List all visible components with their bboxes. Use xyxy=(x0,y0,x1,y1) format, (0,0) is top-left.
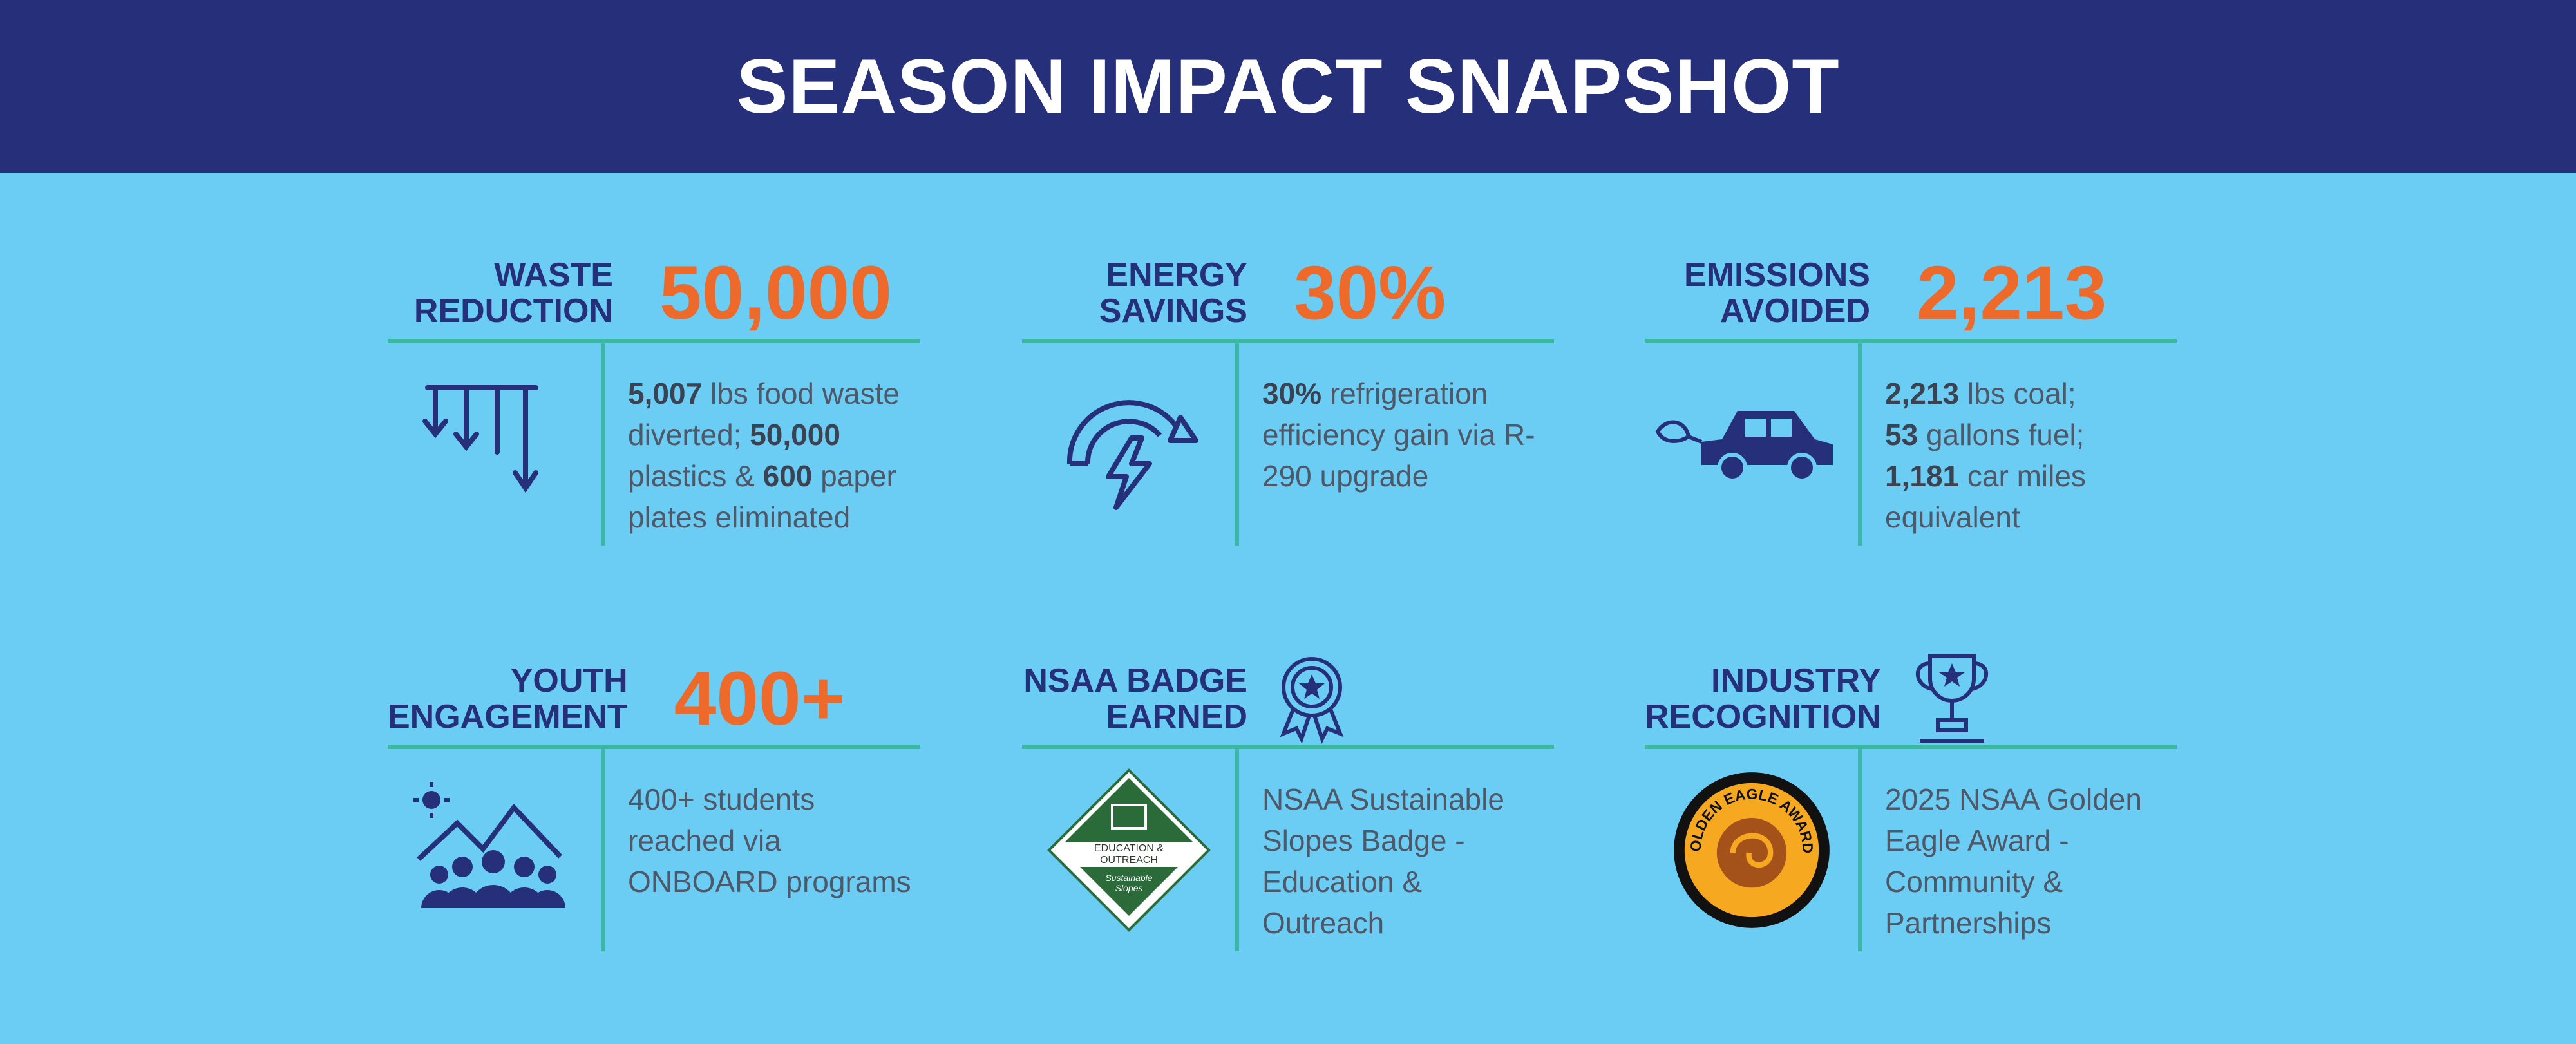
description-text: paper plates eliminated xyxy=(628,459,896,534)
page-title: SEASON IMPACT SNAPSHOT xyxy=(736,43,1840,129)
description-text: plastics & xyxy=(628,459,763,493)
label-line: EARNED xyxy=(1106,698,1247,736)
description-text: 2025 NSAA Golden Eagle Award - Community… xyxy=(1885,783,2142,940)
description-text: car miles equivalent xyxy=(1885,459,2086,534)
badge-line: EDUCATION & xyxy=(1094,843,1163,854)
golden-eagle-badge: GOLDEN EAGLE AWARDS xyxy=(1671,770,1830,928)
badge-line: Slopes xyxy=(1115,883,1142,893)
description-text: 30% xyxy=(1262,377,1322,410)
description-text: 2,213 xyxy=(1885,377,1960,410)
card-header: YOUTH ENGAGEMENT 400+ xyxy=(388,652,920,749)
card-description: 400+ students reached via ONBOARD progra… xyxy=(605,749,911,951)
card-number: 50,000 xyxy=(659,250,892,336)
label-line: NSAA BADGE xyxy=(1023,661,1247,699)
label-line: REDUCTION xyxy=(413,292,613,330)
card-body: 400+ students reached via ONBOARD progra… xyxy=(388,749,920,951)
card-icon xyxy=(388,749,605,951)
car-icon xyxy=(1655,411,1833,482)
card-description: 30% refrigeration efficiency gain via R-… xyxy=(1239,343,1546,546)
label-line: ENGAGEMENT xyxy=(388,698,628,736)
description-text: 1,181 xyxy=(1885,459,1960,493)
description-text: 50,000 xyxy=(750,418,840,451)
label-line: AVOIDED xyxy=(1719,292,1870,330)
ribbon-icon xyxy=(1280,656,1344,744)
card-description: 2025 NSAA Golden Eagle Award - Community… xyxy=(1862,749,2168,951)
youth-icon xyxy=(413,782,565,908)
card-icon xyxy=(1022,343,1239,546)
card-header: EMISSIONS AVOIDED 2,213 xyxy=(1645,247,2177,343)
card-body: GOLDEN EAGLE AWARDS 2025 NSAA Golden Eagl… xyxy=(1645,749,2177,951)
header: SEASON IMPACT SNAPSHOT xyxy=(0,0,2576,173)
card-header: WASTE REDUCTION 50,000 xyxy=(388,247,920,343)
card-label: EMISSIONS AVOIDED xyxy=(1645,257,1870,329)
card-body: 2,213 lbs coal; 53 gallons fuel; 1,181 c… xyxy=(1645,343,2177,546)
label-line: EMISSIONS xyxy=(1684,256,1870,294)
card-body: 5,007 lbs food waste diverted; 50,000 pl… xyxy=(388,343,920,546)
energy-icon xyxy=(1066,400,1198,510)
card-label: YOUTH ENGAGEMENT xyxy=(388,663,628,735)
card-number: 2,213 xyxy=(1917,250,2107,336)
card-icon: GOLDEN EAGLE AWARDS xyxy=(1645,749,1862,951)
description-text: gallons fuel; xyxy=(1926,418,2085,451)
stat-card: YOUTH ENGAGEMENT 400+ 400+ students reached… xyxy=(388,652,920,951)
card-icon xyxy=(388,343,605,546)
card-body: 30% refrigeration efficiency gain via R-… xyxy=(1022,343,1554,546)
card-label: NSAA BADGE EARNED xyxy=(1022,663,1247,735)
description-text: 53 xyxy=(1885,418,1918,451)
label-line: ENERGY xyxy=(1106,256,1247,294)
stat-card: NSAA BADGE EARNED EDUCATION & OUTREACH Susta… xyxy=(1022,652,1554,951)
card-icon: EDUCATION & OUTREACH Sustainable Slopes xyxy=(1022,749,1239,951)
card-header: NSAA BADGE EARNED xyxy=(1022,652,1554,749)
card-body: EDUCATION & OUTREACH Sustainable Slopes NSAA… xyxy=(1022,749,1554,951)
card-description: NSAA Sustainable Slopes Badge - Educatio… xyxy=(1239,749,1546,951)
description-text: 600 xyxy=(762,459,813,493)
badge-line: OUTREACH xyxy=(1100,855,1158,866)
label-line: INDUSTRY xyxy=(1711,661,1881,699)
description-text: lbs food waste diverted; xyxy=(628,377,900,451)
card-label: INDUSTRY RECOGNITION xyxy=(1645,663,1881,735)
label-line: YOUTH xyxy=(510,661,628,699)
card-description: 5,007 lbs food waste diverted; 50,000 pl… xyxy=(605,343,911,546)
stat-card: WASTE REDUCTION 50,000 5,007 lbs food waste… xyxy=(388,247,920,546)
card-header: INDUSTRY RECOGNITION xyxy=(1645,652,2177,749)
card-label: ENERGY SAVINGS xyxy=(1022,257,1247,329)
description-text: 400+ students reached via ONBOARD progra… xyxy=(628,783,911,898)
description-text: NSAA Sustainable Slopes Badge - Educatio… xyxy=(1262,783,1504,940)
label-line: RECOGNITION xyxy=(1645,698,1881,736)
label-line: SAVINGS xyxy=(1099,292,1247,330)
badge-line: Sustainable xyxy=(1105,873,1152,883)
card-icon xyxy=(1645,343,1862,546)
stat-card: ENERGY SAVINGS 30% 30% refrigeration effici… xyxy=(1022,247,1554,546)
card-label: WASTE REDUCTION xyxy=(388,257,613,329)
card-description: 2,213 lbs coal; 53 gallons fuel; 1,181 c… xyxy=(1862,343,2168,546)
label-line: WASTE xyxy=(494,256,613,294)
card-number: 30% xyxy=(1294,250,1446,336)
description-text: 5,007 xyxy=(628,377,703,410)
trophy-icon xyxy=(1915,653,1988,743)
arrows-icon xyxy=(422,385,538,493)
card-number: 400+ xyxy=(674,656,846,741)
card-header: ENERGY SAVINGS 30% xyxy=(1022,247,1554,343)
description-text: lbs coal; xyxy=(1967,377,2076,410)
description-text: refrigeration efficiency gain via R-290 … xyxy=(1262,377,1535,493)
stat-card: EMISSIONS AVOIDED 2,213 2,213 lbs coal; 53 … xyxy=(1645,247,2177,546)
